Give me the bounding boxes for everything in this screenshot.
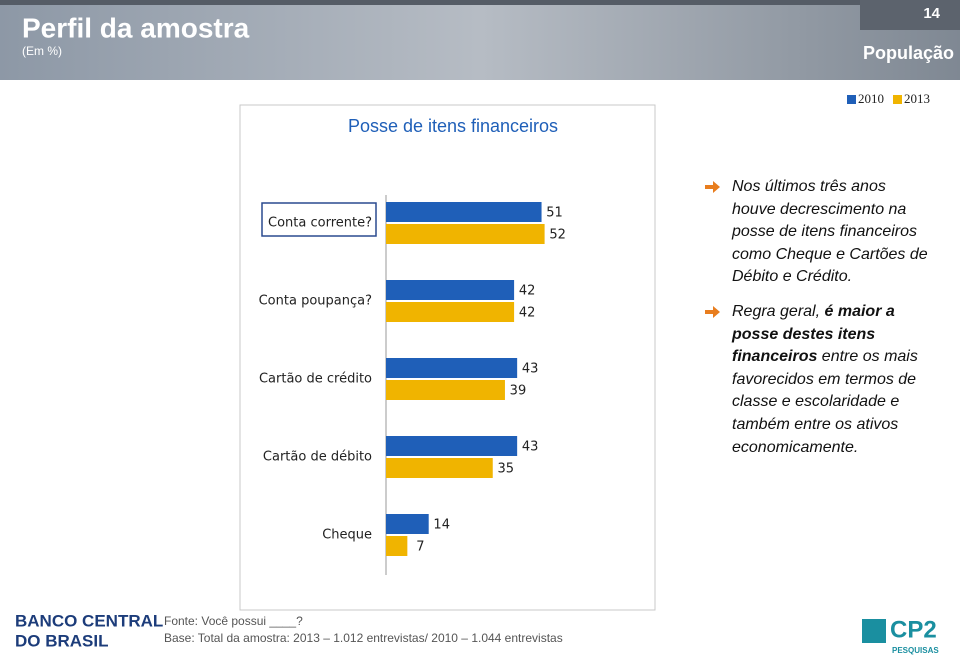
data-label: 42 [519,284,536,299]
chart-title: Posse de itens financeiros [348,116,558,136]
legend-label: 2013 [904,91,930,106]
bullet-list: Nos últimos três anos houve decresciment… [705,176,930,471]
bar [386,514,429,534]
data-label: 51 [546,206,563,221]
logo-right: CP2 [890,616,937,643]
data-label: 39 [510,384,527,399]
category-label: Cartão de crédito [259,372,372,387]
data-label: 43 [522,362,539,377]
page-title: Perfil da amostra [22,12,250,43]
bar [386,458,493,478]
bullet-arrow [705,305,720,318]
bullet: Regra geral, é maior a posse destes iten… [705,301,930,459]
data-label: 14 [433,518,450,533]
data-label: 35 [497,462,514,477]
section-label: População [863,43,954,63]
highlight-box [261,202,377,237]
page-number: 14 [923,5,940,22]
data-label: 42 [519,306,536,321]
logo-right-mark [862,619,886,643]
bar [386,302,515,322]
logo-left-1: BANCO CENTRAL [15,611,163,630]
bullet-text: entre os mais favorecidos em termos de c… [732,348,918,456]
page-number-box [860,0,960,30]
bullet-text: Regra geral, [732,302,825,320]
bar [386,202,542,222]
data-label: 52 [549,228,566,243]
legend-swatch [893,95,902,104]
category-label: Cartão de débito [263,450,372,465]
category-label: Conta corrente? [268,216,372,231]
header-band [0,0,960,80]
bullet: Nos últimos três anos houve decresciment… [705,176,930,289]
legend-swatch [847,95,856,104]
logo-left-2: DO BRASIL [15,631,109,650]
chart-frame [239,104,656,611]
category-label: Conta poupança? [259,294,372,309]
bar [386,536,408,556]
data-label: 7 [416,540,424,555]
bar [386,380,505,400]
legend-label: 2010 [858,91,884,106]
logo-right-sub: PESQUISAS [892,646,939,655]
bullet-arrow [705,181,720,193]
footer-source: Fonte: Você possui ____? [164,614,303,628]
header-strip [0,0,960,5]
footer-base: Base: Total da amostra: 2013 – 1.012 ent… [164,631,563,645]
category-label: Cheque [322,528,372,543]
bar [386,358,518,378]
bar [386,436,518,456]
bar [386,280,515,300]
bullet-text: Nos últimos três anos houve decresciment… [732,178,928,286]
bar [386,224,545,244]
page-subtitle: (Em %) [22,44,62,58]
bullet-text: é maior a posse destes itens financeiros [732,302,895,366]
data-label: 43 [522,440,539,455]
